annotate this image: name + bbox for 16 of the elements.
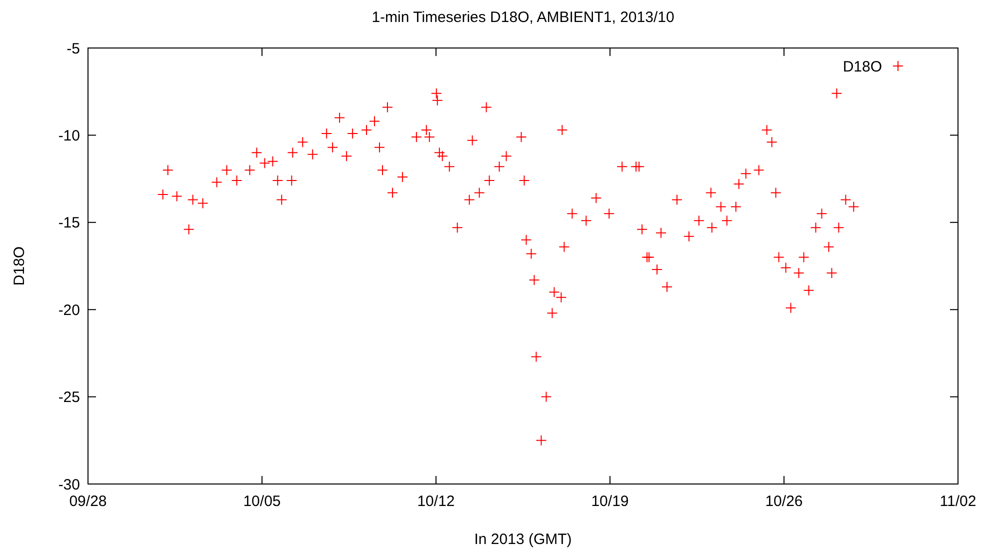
x-axis-title: In 2013 (GMT) xyxy=(474,531,572,548)
y-tick-label: -30 xyxy=(58,476,80,494)
chart-title: 1-min Timeseries D18O, AMBIENT1, 2013/10 xyxy=(372,9,674,26)
x-tick-label: 10/26 xyxy=(765,493,803,510)
x-tick-label: 09/28 xyxy=(69,493,107,510)
x-tick-label: 10/05 xyxy=(243,493,281,510)
y-tick-label: -15 xyxy=(58,214,80,232)
x-tick-label: 10/12 xyxy=(417,493,455,510)
y-axis-title: D18O xyxy=(11,246,28,286)
y-tick-label: -5 xyxy=(66,40,80,58)
y-tick-label: -20 xyxy=(58,302,80,319)
x-tick-label: 11/02 xyxy=(940,493,976,510)
y-tick-label: -25 xyxy=(58,389,80,406)
x-tick-label: 10/19 xyxy=(591,493,629,510)
legend-label: D18O xyxy=(842,58,882,76)
y-tick-label: -10 xyxy=(58,127,80,144)
